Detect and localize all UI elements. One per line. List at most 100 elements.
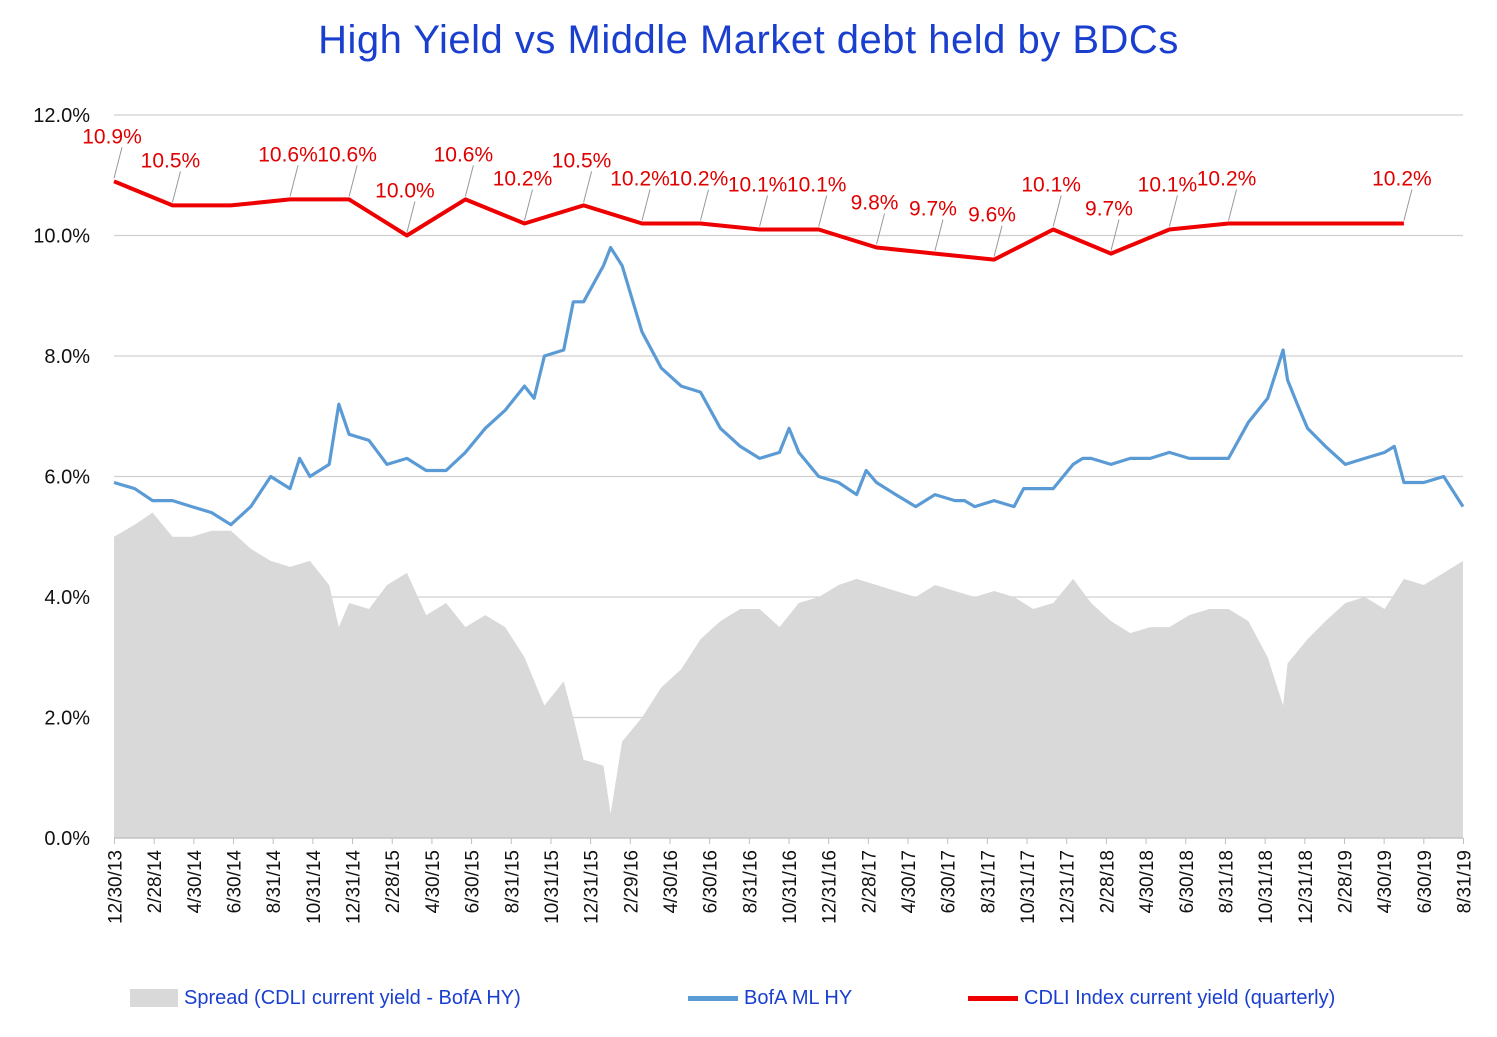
chart-title: High Yield vs Middle Market debt held by… [318,18,1179,62]
cdli-line-series [113,179,1404,262]
x-tick-label: 8/31/15 [502,850,523,913]
data-label: 10.6% [434,143,494,166]
data-label-leader [464,165,474,197]
x-tick-label: 6/30/19 [1415,850,1436,913]
y-tick-label: 12.0% [33,105,90,127]
data-label: 10.1% [1138,173,1198,196]
data-label: 10.1% [1021,173,1081,196]
y-axis: 0.0% 2.0% 4.0% 6.0% 8.0% 10.0% 12.0% [33,105,90,850]
data-label: 10.5% [552,149,612,172]
x-tick-label: 8/31/19 [1455,850,1476,913]
legend-swatch-bofa-hy [688,995,738,1001]
x-tick-label: 10/31/18 [1256,850,1277,924]
x-tick-label: 8/31/18 [1216,850,1237,913]
x-tick-label: 10/31/15 [542,850,563,924]
data-label-leader [993,225,1003,257]
data-label-leader [818,195,828,227]
data-label-leader [289,165,299,197]
x-tick-label: 6/30/18 [1177,850,1198,913]
data-label-leader [1228,189,1238,221]
x-tick-label: 4/30/19 [1375,850,1396,913]
x-tick-label: 8/31/16 [740,850,761,913]
x-axis: 12/30/13 2/28/14 4/30/14 6/30/14 8/31/14 10/3… [106,837,1476,924]
x-tick-label: 10/31/17 [1018,850,1039,924]
data-label-leader [641,189,651,221]
data-label: 10.9% [82,125,142,148]
x-tick-label: 12/31/18 [1296,850,1317,924]
spread-area [114,512,1463,838]
x-tick-label: 12/31/15 [582,850,603,924]
x-tick-label: 10/31/16 [780,850,801,924]
data-label: 10.5% [141,149,201,172]
data-label: 10.2% [1372,167,1432,190]
x-tick-label: 10/31/14 [304,850,325,924]
data-label: 10.1% [787,173,847,196]
cdli-line [113,179,1404,262]
legend-item-spread: Spread (CDLI current yield - BofA HY) [130,982,521,1014]
x-tick-label: 2/28/18 [1097,850,1118,913]
data-label-leader [523,189,533,221]
data-label: 10.2% [1197,167,1257,190]
x-tick-label: 12/31/14 [344,850,365,924]
x-tick-label: 2/28/19 [1335,850,1356,913]
data-label-leader [759,195,769,227]
x-tick-label: 6/30/15 [463,850,484,913]
bofa-hy-line [113,245,1465,527]
data-label: 10.2% [669,167,729,190]
x-tick-label: 4/30/14 [185,850,206,914]
data-label-leader [700,189,709,221]
x-tick-label: 4/30/15 [423,850,444,913]
legend-label-spread: Spread (CDLI current yield - BofA HY) [184,986,521,1009]
data-label-leaders [113,147,1413,257]
data-label: 10.0% [375,180,435,203]
data-label: 10.1% [728,173,788,196]
data-label-leader [348,165,358,197]
data-label-leader [1403,189,1413,221]
legend: Spread (CDLI current yield - BofA HY) Bo… [0,982,1497,1014]
data-label-leader [583,171,593,203]
x-tick-label: 2/29/16 [621,850,642,913]
legend-swatch-spread [130,989,178,1007]
x-tick-label: 4/30/17 [899,850,920,913]
y-tick-label: 2.0% [44,708,90,730]
legend-item-bofa-hy: BofA ML HY [688,982,852,1014]
legend-swatch-cdli [968,995,1018,1001]
data-label-leader [1110,219,1120,251]
data-label: 9.7% [909,198,957,221]
x-tick-label: 8/31/14 [264,850,285,914]
y-tick-label: 0.0% [44,828,90,850]
data-label: 10.2% [610,167,670,190]
y-tick-label: 8.0% [44,346,90,368]
y-tick-label: 4.0% [44,587,90,609]
x-tick-label: 8/31/17 [978,850,999,913]
legend-label-cdli: CDLI Index current yield (quarterly) [1024,986,1336,1009]
legend-item-cdli: CDLI Index current yield (quarterly) [968,982,1335,1014]
data-label-leader [113,147,123,179]
x-tick-label: 2/28/17 [859,850,880,913]
data-label-leader [1168,195,1178,227]
data-label-leader [934,219,944,251]
y-tick-label: 10.0% [33,226,90,248]
data-label-leader [876,213,885,245]
data-label-leader [1052,195,1062,227]
data-label: 9.8% [851,192,899,215]
x-tick-label: 6/30/16 [701,850,722,913]
x-tick-label: 12/31/16 [820,850,841,924]
data-label-leader [406,201,416,233]
data-labels: 10.9%10.5% 10.6% 10.6%10.0%10.6%10.2%10.5%… [82,125,1431,226]
data-label: 9.6% [968,204,1016,227]
x-tick-label: 4/30/18 [1137,850,1158,913]
x-tick-label: 2/28/14 [145,850,166,914]
x-tick-label: 12/30/13 [106,850,127,924]
y-tick-label: 6.0% [44,467,90,489]
data-label-leader [171,171,181,203]
x-tick-label: 6/30/17 [939,850,960,913]
x-tick-label: 12/31/17 [1058,850,1079,924]
spread-area-series [114,512,1463,838]
x-tick-label: 2/28/15 [383,850,404,913]
data-label: 10.6% [317,143,377,166]
bofa-hy-line-series [113,245,1465,527]
data-label: 10.2% [493,167,553,190]
x-tick-label: 4/30/16 [661,850,682,913]
